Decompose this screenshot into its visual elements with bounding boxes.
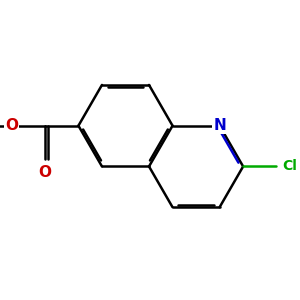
Text: Cl: Cl bbox=[282, 160, 297, 173]
Text: O: O bbox=[5, 118, 18, 133]
Text: O: O bbox=[39, 165, 52, 180]
Text: N: N bbox=[213, 118, 226, 133]
